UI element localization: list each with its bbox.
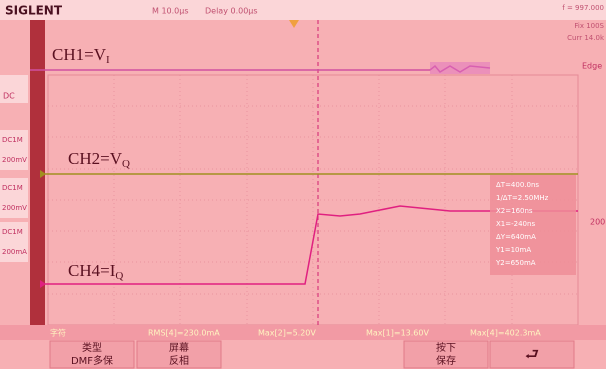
button-label[interactable]: DMF多保	[71, 354, 113, 367]
measurement: Max[1]=13.60V	[366, 329, 429, 338]
ch2-label: CH2=VQ	[68, 149, 130, 170]
cursor-readouts: ΔT=400.0ns 1/ΔT=2.50MHz X2=160ns X1=-240ns Δ…	[495, 181, 549, 267]
timebase: M 10.0μs	[152, 7, 189, 16]
ch2-tag	[0, 130, 28, 170]
ch1-label-main: CH1=V	[52, 45, 107, 64]
frequency: f = 997.000	[562, 4, 604, 12]
ch2-label-sub: Q	[122, 158, 130, 170]
button-face[interactable]	[489, 340, 575, 369]
ch3-coupling: DC1M	[2, 184, 23, 192]
button-label[interactable]: 类型	[82, 341, 102, 354]
measurement: Max[2]=5.20V	[258, 329, 316, 338]
button-label[interactable]: ⮐	[525, 345, 539, 364]
button-label[interactable]: 按下	[436, 341, 456, 354]
ch4-label: CH4=IQ	[68, 261, 123, 282]
top-bar	[0, 0, 606, 20]
cursor-readout: 1/ΔT=2.50MHz	[496, 194, 549, 202]
ch4-label-main: CH4=I	[68, 261, 116, 280]
ch1-coupling: DC	[3, 92, 15, 101]
ch2-label-main: CH2=V	[68, 149, 123, 168]
menu-button[interactable]: ⮐	[489, 340, 575, 369]
ch4-label-sub: Q	[115, 270, 123, 282]
measurement: Max[4]=402.3mA	[470, 329, 541, 338]
ch1-glitch	[430, 62, 490, 74]
ch2-scale: 200mV	[2, 156, 27, 164]
brand: SIGLENT	[5, 4, 63, 18]
ch1-label: CH1=VI	[52, 45, 110, 66]
button-face[interactable]	[49, 340, 135, 369]
ch4-coupling: DC1M	[2, 228, 23, 236]
ch1-tag	[0, 75, 28, 103]
measurement: 字符	[50, 328, 66, 338]
ch1-label-sub: I	[106, 54, 110, 66]
button-label[interactable]: 保存	[436, 354, 456, 367]
cursor-readout: ΔT=400.0ns	[496, 181, 539, 189]
measurement: RMS[4]=230.0mA	[148, 329, 220, 338]
right-value: 200	[590, 218, 605, 227]
cursor-readout: Y1=10mA	[495, 246, 531, 254]
cursor-readout: X2=160ns	[496, 207, 533, 215]
measure-bar	[0, 325, 606, 340]
ch4-scale: 200mA	[2, 248, 27, 256]
trigger-marker	[289, 20, 299, 28]
cursor-readout: ΔY=640mA	[496, 233, 536, 241]
measurements: 字符 RMS[4]=230.0mA Max[2]=5.20V Max[1]=13.60…	[50, 328, 541, 338]
sample-rate: Fix 100S	[574, 22, 604, 30]
left-strip	[30, 20, 45, 340]
ch3-tag	[0, 178, 28, 218]
ch4-trace	[45, 205, 578, 285]
memory-depth: Curr 14.0k	[567, 34, 605, 42]
grid	[47, 74, 579, 326]
ch3-scale: 200mV	[2, 204, 27, 212]
right-panel	[578, 55, 606, 340]
button-label[interactable]: 屏幕	[169, 341, 189, 354]
cursor-box	[490, 175, 576, 275]
button-label[interactable]: 反相	[169, 354, 189, 367]
button-face[interactable]	[403, 340, 489, 369]
ch4-tag	[0, 222, 28, 262]
delay: Delay 0.00μs	[205, 7, 258, 16]
ch4-marker	[40, 280, 46, 288]
ch2-marker	[40, 170, 46, 178]
cursor-readout: X1=-240ns	[496, 220, 535, 228]
trigger-type: Edge	[582, 62, 602, 71]
ch2-coupling: DC1M	[2, 136, 23, 144]
button-face[interactable]	[136, 340, 222, 369]
cursor-readout: Y2=650mA	[495, 259, 536, 267]
